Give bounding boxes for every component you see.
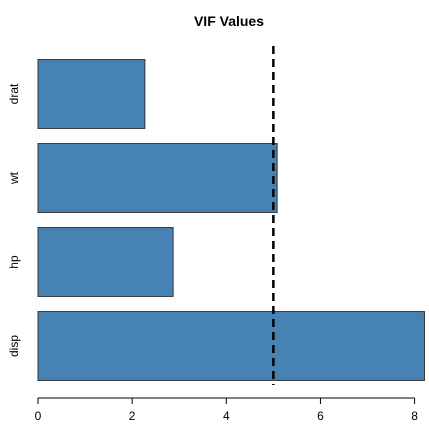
chart-title: VIF Values: [194, 13, 264, 29]
category-label-hp: hp: [7, 255, 21, 269]
x-tick-label: 2: [129, 409, 136, 423]
x-tick-label: 0: [35, 409, 42, 423]
y-axis-labels: drat wt hp disp: [7, 83, 21, 357]
x-tick-label: 8: [411, 409, 418, 423]
bar-hp: [37, 227, 174, 297]
bars-layer: [37, 59, 425, 381]
bar-drat: [37, 59, 146, 129]
x-tick-label: 6: [317, 409, 324, 423]
category-label-drat: drat: [7, 83, 21, 104]
x-tick-label: 4: [223, 409, 230, 423]
category-label-wt: wt: [7, 171, 21, 185]
x-axis: 0 2 4 6 8: [35, 397, 418, 423]
bar-wt: [37, 143, 278, 213]
bar-disp: [37, 311, 425, 381]
category-label-disp: disp: [7, 335, 21, 357]
